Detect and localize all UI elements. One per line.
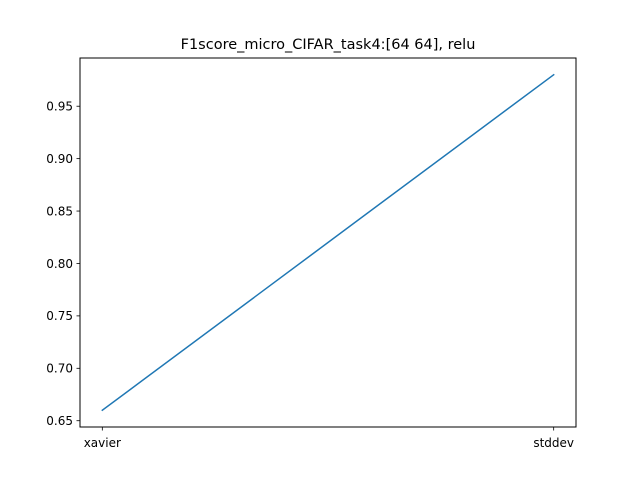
y-tick-label: 0.75 (46, 309, 73, 323)
y-tick-label: 0.80 (46, 257, 73, 271)
plot-area: 0.65 0.70 0.75 0.80 0.85 0.90 0.95 xavier stddev (46, 73, 574, 450)
y-tick-label: 0.65 (46, 414, 73, 428)
y-tick-label: 0.85 (46, 204, 73, 218)
x-tick-label: xavier (84, 436, 121, 450)
y-tick-label: 0.70 (46, 362, 73, 376)
y-tick-label: 0.90 (46, 152, 73, 166)
series-line (101, 73, 555, 412)
y-tick-label: 0.95 (46, 100, 73, 114)
plot-frame (79, 57, 577, 428)
chart-title: F1score_micro_CIFAR_task4:[64 64], relu (181, 37, 476, 53)
x-tick-label: stddev (533, 436, 574, 450)
